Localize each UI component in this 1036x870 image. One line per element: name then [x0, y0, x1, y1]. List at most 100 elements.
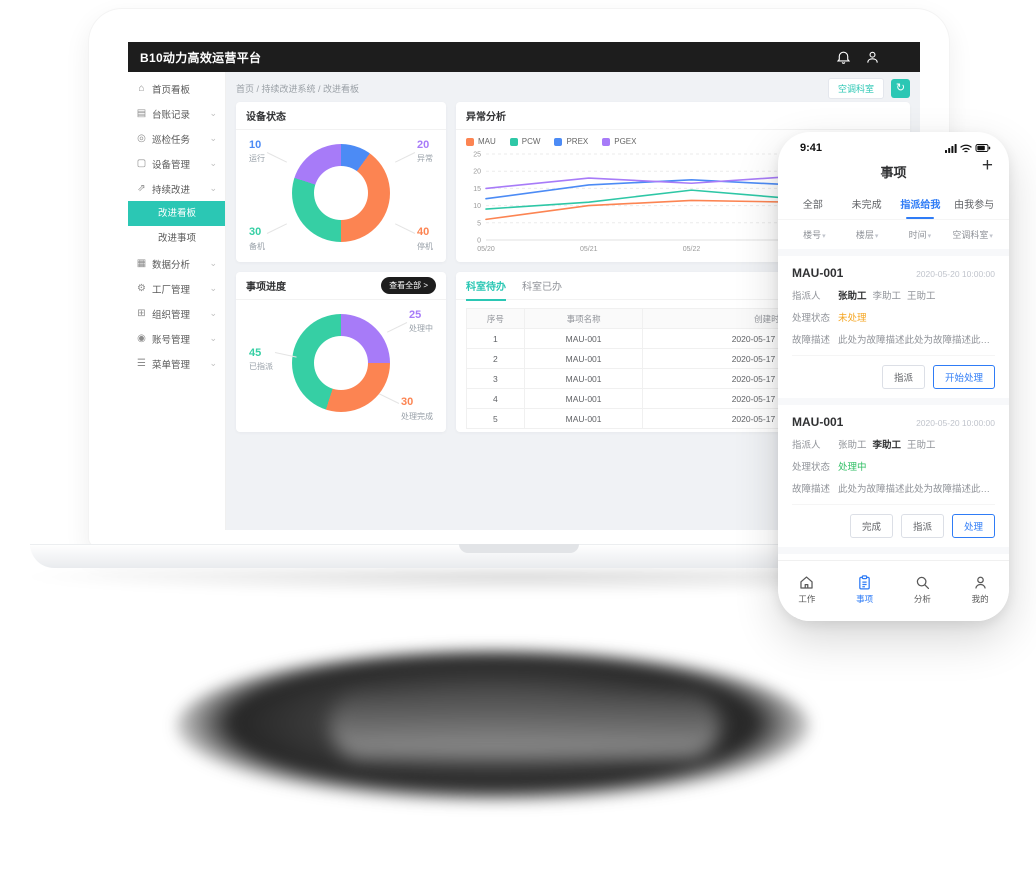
table-header: 序号 — [466, 308, 525, 329]
sidebar-item[interactable]: ▢ 设备管理 ⌄ — [136, 158, 217, 171]
caret-down-icon: ▾ — [989, 233, 993, 240]
sidebar-item[interactable]: ◎ 巡检任务 ⌄ — [137, 133, 217, 146]
assignee-name: 王助工 — [907, 291, 936, 302]
status-time: 9:41 — [800, 142, 823, 154]
phone-nav: 事项 + — [778, 154, 1009, 188]
filter-floor[interactable]: 楼层▾ — [855, 230, 879, 240]
add-button[interactable]: + — [981, 155, 993, 176]
dashboard-screen: B10动力高效运营平台 ⌂ 首页看板 ▤ 台账记录 ⌄ ◎ 巡检任务 ⌄ ▢ 设备管理 ⌄ ⇗ 持续改进… — [128, 42, 920, 530]
action-button[interactable]: 完成 — [849, 514, 893, 538]
card-title: 设备状态 — [246, 112, 286, 123]
status-icons — [945, 144, 991, 153]
task-datetime: 2020-05-20 10:00:00 — [916, 269, 995, 279]
legend-item[interactable]: PCW — [509, 137, 540, 146]
assignee-name: 王助工 — [907, 440, 936, 451]
sidebar-item[interactable]: ⚙ 工厂管理 ⌄ — [137, 283, 217, 296]
donut-label: 20 异常 — [395, 138, 433, 165]
department-todo-card: 科室待办 科室已办 序号 事项名称 创建时间 1 MAU-001 2020-05-17 … — [456, 272, 910, 432]
page-title: 事项 — [880, 164, 907, 180]
department-button[interactable]: 空调科室 — [827, 77, 884, 99]
assignee-name: 张助工 — [838, 440, 867, 451]
filter-time[interactable]: 时间▾ — [908, 230, 932, 240]
phone-tabs: 全部 未完成 指派给我 由我参与 — [778, 188, 1009, 219]
svg-text:15: 15 — [473, 186, 481, 193]
card-actions: 指派 开始处理 — [792, 355, 995, 389]
svg-text:0: 0 — [477, 238, 481, 245]
primary-action-button[interactable]: 处理 — [951, 514, 995, 538]
sidebar-subitem[interactable]: 改进看板 — [128, 201, 225, 226]
card-title: 事项进度 — [246, 282, 286, 293]
donut-label: 10 运行 — [249, 138, 287, 165]
tab-all[interactable]: 全部 — [802, 200, 823, 211]
phone-status-bar: 9:41 — [778, 132, 1009, 154]
floor-shadow-band — [330, 694, 720, 758]
tab-participated[interactable]: 由我参与 — [954, 200, 995, 211]
legend-item[interactable]: MAU — [466, 137, 496, 146]
phone-filters: 楼号▾ 楼层▾ 时间▾ 空调科室▾ — [778, 219, 1009, 249]
tab-unfinished[interactable]: 未完成 — [851, 200, 882, 211]
tab-dept-done[interactable]: 科室已办 — [522, 282, 562, 293]
user-icon[interactable] — [865, 50, 880, 65]
sidebar-item[interactable]: ◉ 账号管理 ⌄ — [137, 333, 217, 346]
svg-text:05/21: 05/21 — [580, 246, 598, 253]
refresh-button[interactable]: ↻ — [891, 78, 910, 98]
status-badge: 未处理 — [838, 313, 867, 324]
breadcrumb: 首页 / 持续改进系统 / 改进看板 — [236, 83, 360, 94]
assignee-name: 张助工 — [838, 291, 867, 302]
caret-down-icon: ▾ — [874, 233, 879, 240]
bell-icon[interactable] — [836, 50, 851, 65]
sidebar-item[interactable]: ▦ 数据分析 ⌄ — [136, 258, 217, 271]
tabbar-tasks[interactable]: 事项 — [836, 561, 894, 617]
tab-assigned-to-me[interactable]: 指派给我 — [894, 190, 948, 219]
home-icon — [800, 575, 814, 589]
svg-text:05/22: 05/22 — [683, 246, 701, 253]
card-title: 异常分析 — [466, 112, 506, 123]
sidebar-item[interactable]: ⌂ 首页看板 — [128, 76, 225, 101]
item-progress-chart: 25 处理中 45 已指派 30 处理完成 — [236, 300, 446, 432]
analysis-icon: ▦ — [136, 258, 147, 269]
app-title: B10动力高效运营平台 — [140, 50, 262, 65]
fault-description: 此处为故障描述此处为故障描述此处为故障描述 — [838, 335, 995, 346]
sidebar-item[interactable]: ⇗ 持续改进 ⌄ — [137, 183, 217, 196]
action-button[interactable]: 指派 — [881, 365, 925, 389]
todo-table: 序号 事项名称 创建时间 1 MAU-001 2020-05-17 12:00:00 2 M… — [466, 308, 900, 429]
user-icon — [974, 576, 986, 589]
phone-tab-bar: 工作 事项 分析 我的 — [778, 560, 1009, 621]
donut-label: 30 处理完成 — [379, 393, 433, 422]
chevron-down-icon: ⌄ — [209, 158, 217, 168]
action-button[interactable]: 指派 — [900, 514, 944, 538]
tabbar-analysis[interactable]: 分析 — [894, 561, 952, 617]
view-all-badge[interactable]: 查看全部 > — [381, 277, 436, 294]
wifi-icon — [960, 144, 972, 153]
tabbar-work[interactable]: 工作 — [778, 561, 836, 617]
separator — [778, 249, 1009, 256]
assignee-name: 李助工 — [872, 440, 902, 451]
task-card: MAU-001 2020-05-20 10:00:00 指派人张助工李助工王助工… — [778, 405, 1009, 547]
tasks-icon — [859, 574, 870, 590]
legend-chip — [602, 137, 611, 146]
legend-item[interactable]: PREX — [554, 137, 588, 146]
sidebar-item[interactable]: ☰ 菜单管理 ⌄ — [137, 358, 217, 371]
primary-action-button[interactable]: 开始处理 — [932, 365, 995, 389]
filter-department[interactable]: 空调科室▾ — [952, 230, 993, 240]
sidebar-item[interactable]: ▤ 台账记录 ⌄ — [136, 108, 217, 121]
donut-label: 30 备机 — [249, 223, 287, 252]
tabbar-mine[interactable]: 我的 — [951, 561, 1009, 617]
chart-legend: MAU PCW PREX PGEX — [456, 130, 910, 146]
sidebar-item[interactable]: ⊞ 组织管理 ⌄ — [137, 308, 217, 321]
signal-icon — [945, 144, 957, 153]
refresh-icon: ↻ — [895, 81, 906, 94]
main-content: 首页 / 持续改进系统 / 改进看板 空调科室 ↻ 设备状态 10 运行 20 异常 — [226, 72, 920, 530]
task-title: MAU-001 — [792, 266, 844, 280]
account-icon: ◉ — [137, 333, 146, 344]
laptop-base-notch — [459, 544, 579, 553]
legend-item[interactable]: PGEX — [602, 137, 636, 146]
label-leader-line — [266, 223, 287, 235]
sidebar-subitem[interactable]: 改进事项 — [158, 233, 197, 244]
legend-chip — [554, 137, 563, 146]
legend-chip — [466, 137, 474, 146]
tab-dept-todo[interactable]: 科室待办 — [466, 278, 506, 301]
card-actions: 完成 指派 处理 — [792, 504, 995, 538]
caret-down-icon: ▾ — [822, 233, 826, 240]
filter-building[interactable]: 楼号▾ — [803, 230, 826, 240]
